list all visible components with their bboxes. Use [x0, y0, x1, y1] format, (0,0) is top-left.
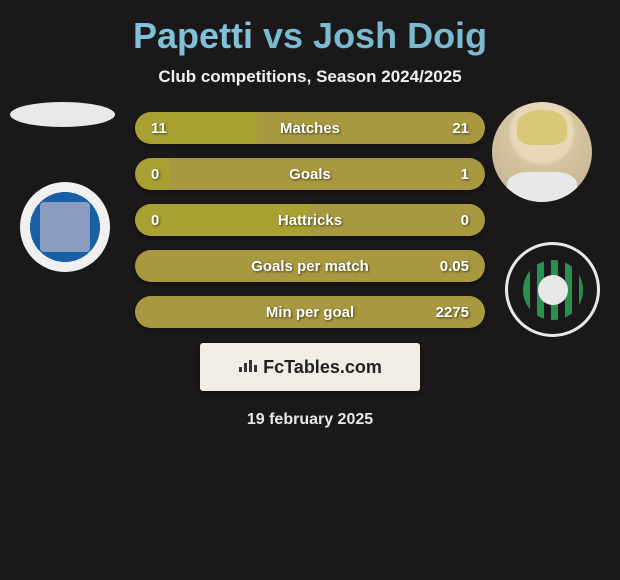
- brand-name: FcTables.com: [263, 357, 382, 378]
- stat-row: 0 Goals 1: [135, 158, 485, 190]
- comparison-card: Papetti vs Josh Doig Club competitions, …: [0, 0, 620, 439]
- date-label: 19 february 2025: [20, 411, 600, 429]
- player1-avatar: [10, 102, 115, 127]
- stat-label: Matches: [280, 120, 340, 137]
- brand-logo: FcTables.com: [200, 343, 420, 391]
- player2-avatar: [492, 102, 592, 202]
- player1-club-logo: [20, 182, 110, 272]
- stat-label: Hattricks: [278, 212, 342, 229]
- stat-value-left: 0: [151, 166, 191, 183]
- stat-row: Min per goal 2275: [135, 296, 485, 328]
- subtitle: Club competitions, Season 2024/2025: [0, 67, 620, 87]
- player1-name: Papetti: [133, 15, 253, 56]
- stat-value-left: 0: [151, 212, 191, 229]
- vs-text: vs: [263, 15, 303, 56]
- stat-label: Min per goal: [266, 304, 354, 321]
- stats-table: 11 Matches 21 0 Goals 1 0 Hattricks 0 Goals per m…: [135, 112, 485, 328]
- stat-label: Goals: [289, 166, 331, 183]
- stat-row: 0 Hattricks 0: [135, 204, 485, 236]
- player2-club-logo: [505, 242, 600, 337]
- player2-name: Josh Doig: [313, 15, 487, 56]
- stat-value-right: 21: [429, 120, 469, 137]
- sassuolo-logo-icon: [523, 260, 583, 320]
- stat-value-right: 0.05: [429, 258, 469, 275]
- stat-row: 11 Matches 21: [135, 112, 485, 144]
- chart-icon: [238, 357, 258, 378]
- stat-label: Goals per match: [251, 258, 369, 275]
- stat-value-right: 2275: [429, 304, 469, 321]
- stat-value-right: 0: [429, 212, 469, 229]
- stat-row: Goals per match 0.05: [135, 250, 485, 282]
- content-area: 11 Matches 21 0 Goals 1 0 Hattricks 0 Goals per m…: [0, 112, 620, 429]
- stat-value-left: 11: [151, 120, 191, 137]
- page-title: Papetti vs Josh Doig: [0, 15, 620, 57]
- stat-value-right: 1: [429, 166, 469, 183]
- brescia-logo-icon: [40, 202, 90, 252]
